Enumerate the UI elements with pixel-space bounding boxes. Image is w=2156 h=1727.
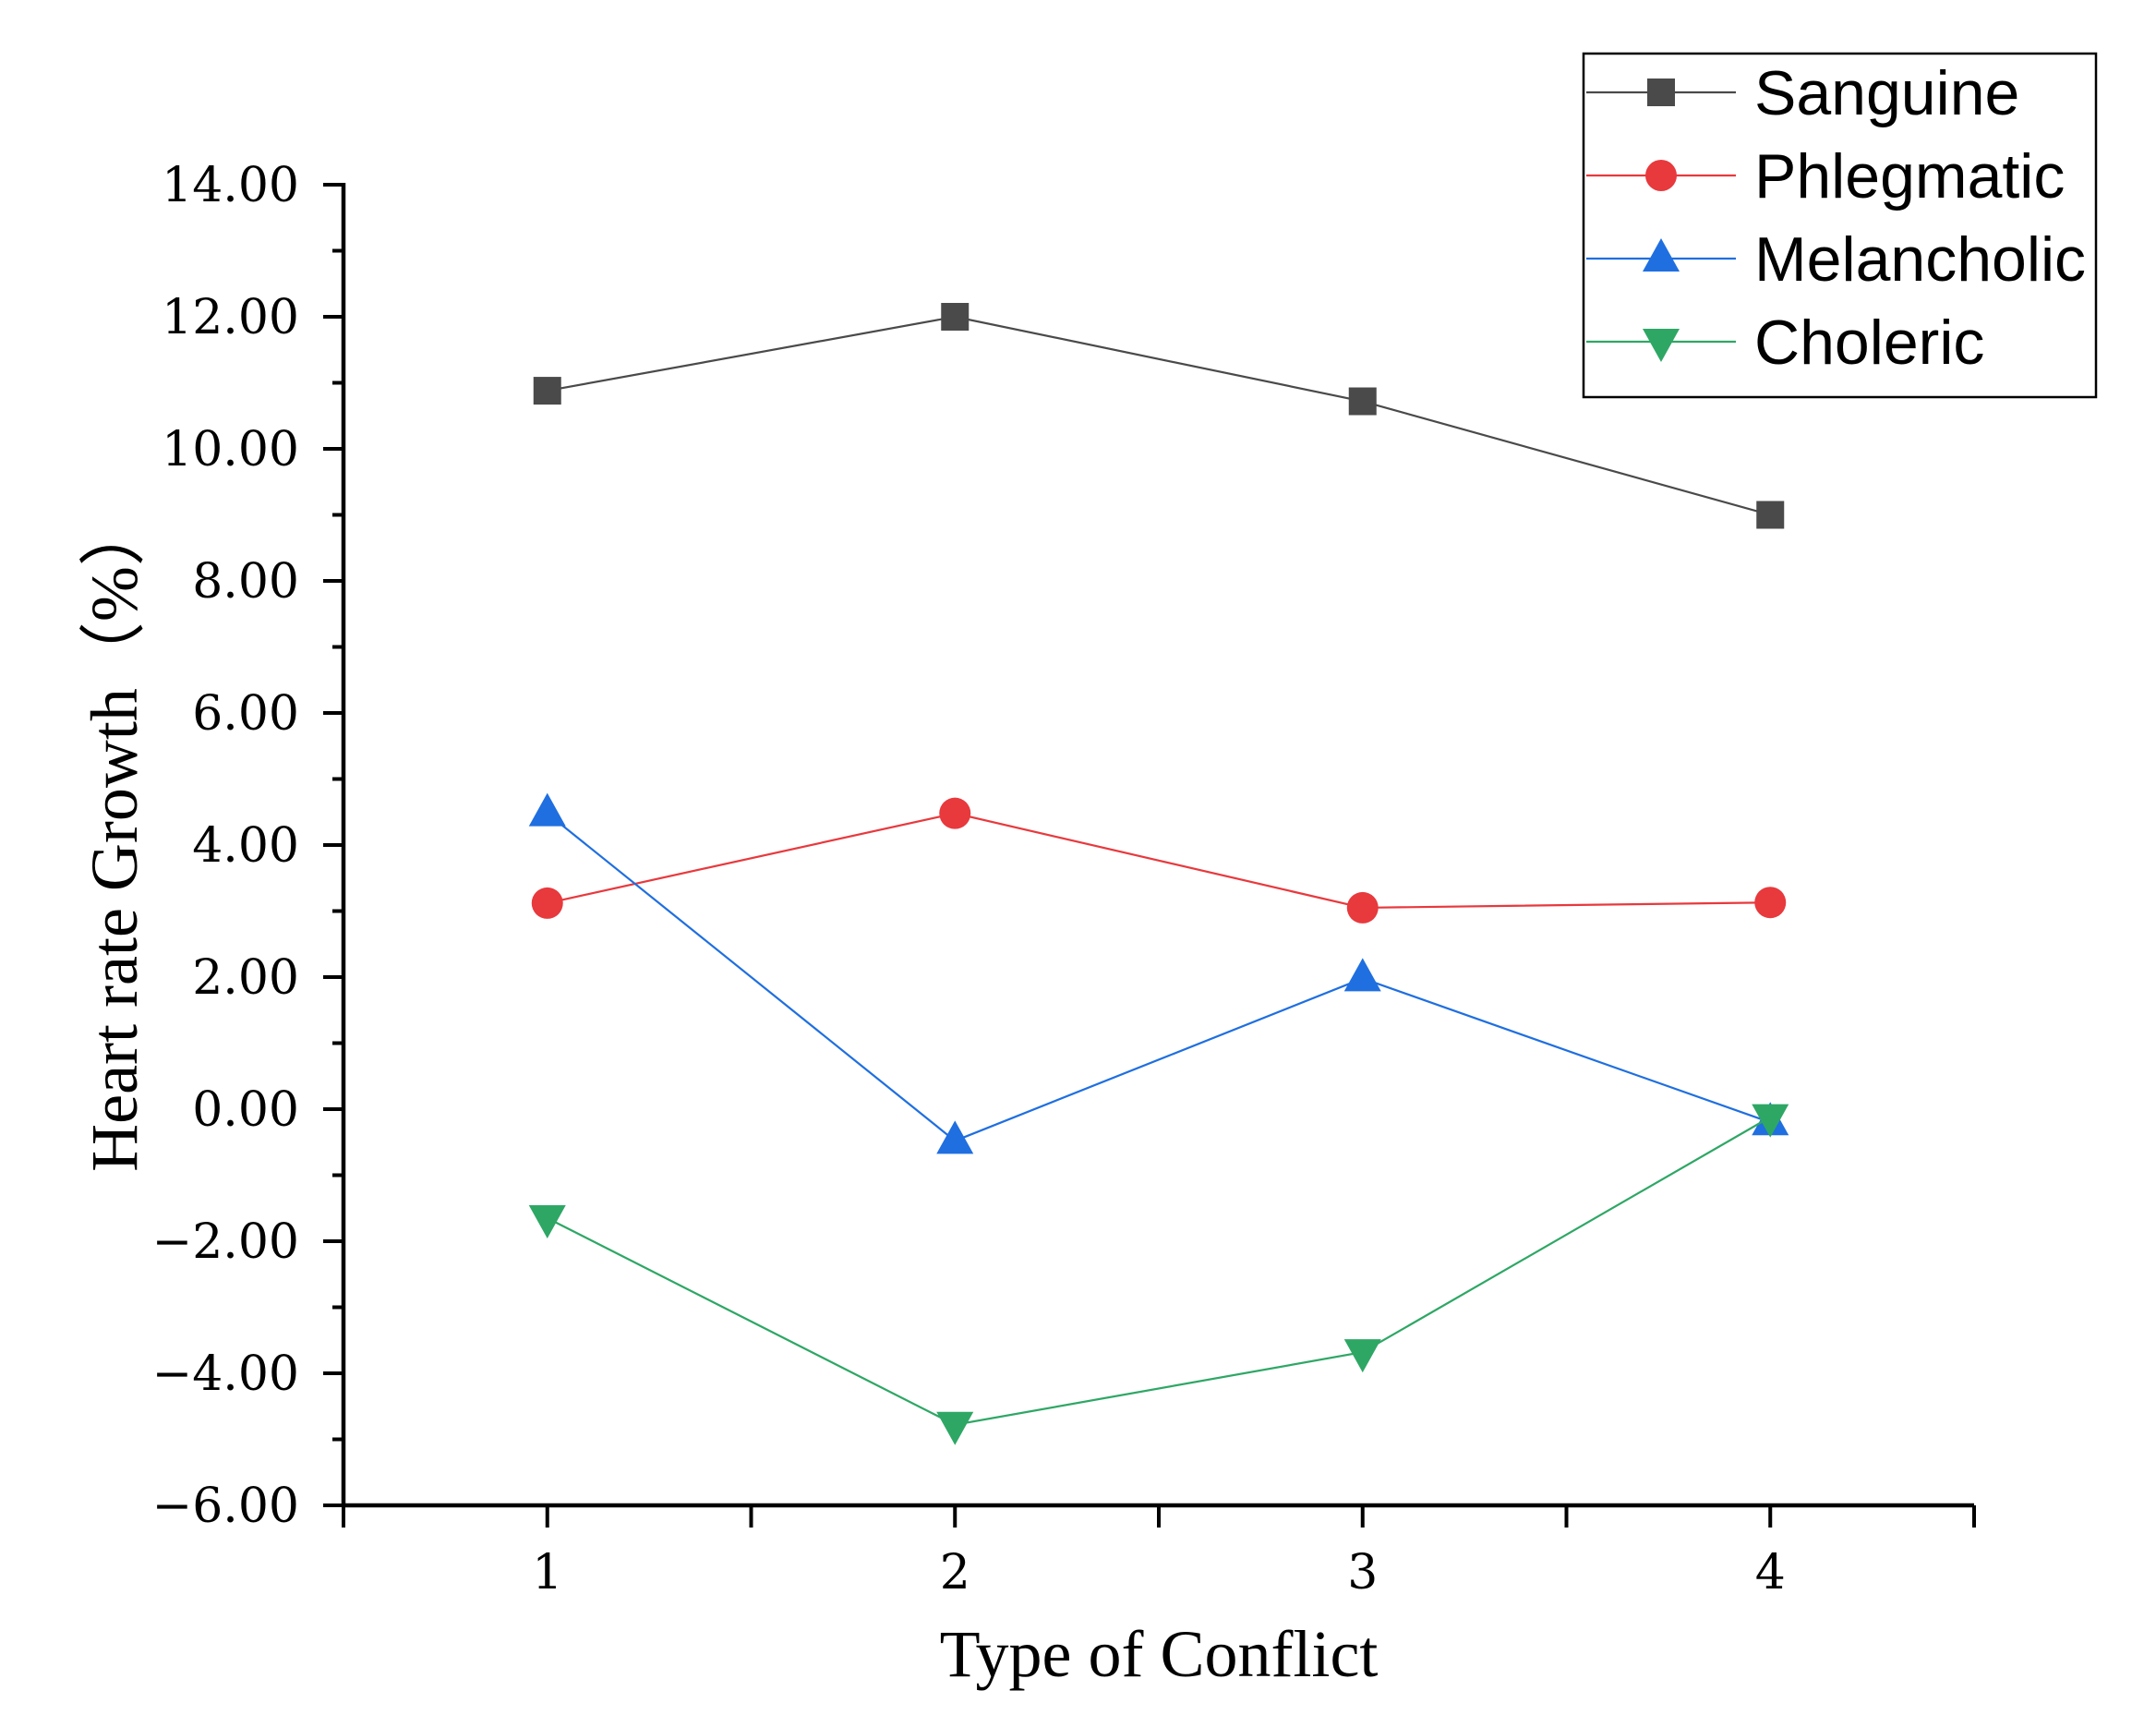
data-point-phlegmatic (531, 887, 563, 919)
legend-label: Choleric (1754, 308, 1984, 378)
y-tick-label: 10.00 (162, 422, 299, 477)
y-tick-label: −6.00 (152, 1479, 299, 1534)
series-line-choleric (547, 1116, 1771, 1426)
data-point-phlegmatic (1346, 891, 1379, 924)
data-point-choleric (528, 1204, 566, 1238)
y-tick-label: −4.00 (152, 1347, 299, 1402)
y-tick-label: 14.00 (162, 158, 299, 213)
x-tick-label: 2 (940, 1545, 970, 1600)
y-tick-label: −2.00 (152, 1214, 299, 1270)
data-point-melancholic (1343, 958, 1381, 992)
y-tick-label: 12.00 (162, 290, 299, 345)
legend-marker-choleric (1643, 329, 1680, 362)
y-axis-title: Heart rate Growth（%） (78, 500, 151, 1172)
data-point-sanguine (533, 377, 561, 405)
x-tick-label: 4 (1755, 1545, 1786, 1600)
data-point-sanguine (941, 303, 970, 331)
y-tick-label: 2.00 (192, 950, 299, 1006)
y-tick-label: 0.00 (192, 1082, 299, 1138)
legend: Sanguine Phlegmatic Melancholic Choleric (1582, 52, 2098, 399)
data-series (528, 303, 1789, 1445)
data-point-phlegmatic (939, 797, 971, 829)
series-line-sanguine (547, 315, 1771, 516)
data-point-melancholic (936, 1120, 974, 1154)
data-point-choleric (1752, 1104, 1789, 1138)
data-point-choleric (1343, 1339, 1381, 1373)
series-line-melancholic (547, 812, 1771, 1142)
data-point-phlegmatic (1754, 887, 1787, 919)
data-point-sanguine (1756, 501, 1785, 529)
legend-label: Phlegmatic (1754, 141, 2065, 211)
legend-label: Sanguine (1754, 58, 2019, 128)
tick-marks: −6.00 −4.00 −2.00 0.00 2.00 4.00 6.00 8.00 10.00… (152, 158, 1976, 1600)
series-melancholic (528, 792, 1789, 1154)
data-point-sanguine (1348, 387, 1377, 416)
legend-marker-melancholic (1643, 238, 1680, 272)
x-tick-label: 3 (1347, 1545, 1378, 1600)
x-axis-title: Type of Conflict (940, 1617, 1379, 1691)
series-sanguine (533, 303, 1785, 529)
legend-marker-sanguine (1647, 78, 1675, 106)
x-tick-label: 1 (532, 1545, 562, 1600)
y-tick-label: 6.00 (192, 686, 299, 742)
legend-label: Melancholic (1754, 224, 2086, 295)
y-tick-label: 4.00 (192, 818, 299, 874)
series-phlegmatic (531, 797, 1787, 924)
data-point-choleric (936, 1411, 974, 1445)
data-point-melancholic (528, 792, 566, 827)
y-tick-label: 8.00 (192, 554, 299, 610)
series-line-phlegmatic (547, 812, 1771, 910)
legend-marker-phlegmatic (1645, 160, 1677, 191)
series-choleric (528, 1104, 1789, 1445)
